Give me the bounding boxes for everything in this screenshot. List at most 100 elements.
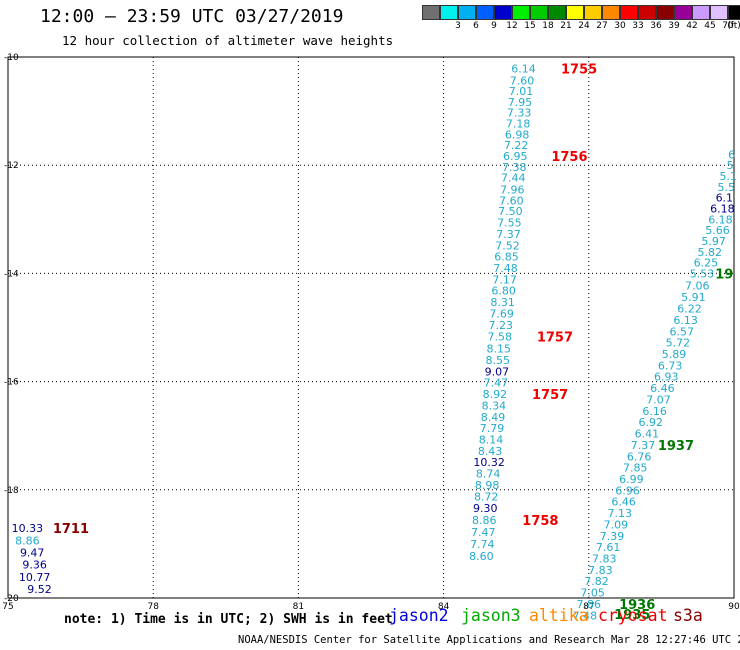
tick-label-lat: -20 [4, 594, 19, 604]
legend-label: 24 [578, 21, 590, 31]
swh-value: 7.60 [510, 74, 535, 87]
legend-label: 15 [524, 21, 536, 31]
mission-name-jason2: jason2 [389, 606, 449, 625]
swh-value: 7.61 [596, 541, 621, 554]
swh-value: 7.22 [504, 139, 529, 152]
swh-value: 7.07 [646, 393, 671, 406]
swh-value: 7.37 [496, 228, 521, 241]
swh-value: 7.96 [500, 184, 525, 197]
legend-swatch [530, 5, 548, 20]
swh-value: 6.25 [694, 257, 719, 270]
swh-value: 5.53 [690, 267, 715, 280]
legend-swatch [494, 5, 512, 20]
swh-value: 7.38 [502, 161, 527, 174]
swh-value: 6.98 [505, 128, 530, 141]
tick-label-lat: -18 [4, 486, 19, 496]
legend-swatch [440, 5, 458, 20]
swh-value: 8.14 [479, 433, 504, 446]
swh-value: 5.72 [666, 337, 691, 350]
swh-value: 7.33 [507, 107, 532, 120]
swh-value: 5 [727, 159, 734, 172]
swh-value-labels: 10.338.869.479.3610.779.526.147.607.017.… [12, 62, 737, 622]
legend-label: 27 [596, 21, 608, 31]
swh-value: 7.74 [470, 538, 495, 551]
pass-time-label: 1757 [532, 388, 568, 403]
tick-label-lon: 75 [2, 602, 13, 612]
axis-tick-labels: 75 78 81 84 87 90 -10 -12 -14 -16 -18 -20 [2, 53, 740, 612]
legend-label: 36 [650, 21, 662, 31]
color-legend-bar [422, 5, 740, 20]
legend-swatch [692, 5, 710, 20]
pass-time-label: 19 [715, 267, 733, 282]
swh-value: 8.43 [478, 445, 503, 458]
legend-label: 6 [473, 21, 479, 31]
swh-value: 6.18 [708, 213, 733, 226]
swh-value: 6.46 [650, 382, 675, 395]
swh-value: 7.44 [501, 172, 526, 185]
swh-value: 7.79 [480, 422, 505, 435]
swh-value: 6.14 [511, 62, 536, 75]
swh-value: 8.60 [469, 550, 494, 563]
page-subtitle: 12 hour collection of altimeter wave hei… [62, 33, 394, 48]
pass-time-label: 1936 [619, 598, 655, 613]
swh-value: 8.86 [15, 535, 40, 548]
swh-value: 7.52 [495, 239, 520, 252]
swh-value: 9.47 [20, 547, 45, 560]
swh-value: 8.55 [486, 354, 511, 367]
swh-value: 5.66 [705, 224, 730, 237]
swh-value: 7.47 [484, 377, 509, 390]
tick-label-lon: 87 [583, 602, 594, 612]
swh-value: 6 [728, 148, 735, 161]
swh-value: 6.96 [615, 484, 640, 497]
page-title: 12:00 – 23:59 UTC 03/27/2019 [40, 6, 344, 27]
legend-unit: (ft) [727, 21, 740, 31]
legend-swatch [656, 5, 674, 20]
legend-label: 39 [668, 21, 680, 31]
legend-swatch [422, 5, 440, 20]
swh-value: 8.92 [483, 388, 508, 401]
swh-value: 6.22 [677, 303, 702, 316]
swh-value: 6.46 [611, 496, 636, 509]
swh-value: 7.48 [573, 609, 598, 622]
swh-value: 6.57 [669, 325, 694, 338]
swh-value: 7.82 [584, 575, 609, 588]
swh-value: 9.36 [22, 558, 47, 571]
legend-label: 42 [686, 21, 698, 31]
legend-label: 3 [455, 21, 461, 31]
pass-time-label: 1935 [614, 608, 650, 623]
tick-label-lon: 84 [438, 602, 450, 612]
legend-swatch [728, 5, 740, 20]
swh-value: 10.77 [19, 571, 51, 584]
swh-value: 6.76 [627, 450, 652, 463]
swh-value: 8.49 [481, 411, 506, 424]
swh-value: 6.41 [635, 428, 660, 441]
legend-swatch [566, 5, 584, 20]
mission-name-altika: altika [529, 606, 589, 625]
tick-label-lat: -14 [4, 269, 19, 279]
swh-value: 7.37 [631, 439, 656, 452]
tick-label-lat: -16 [4, 378, 19, 388]
tick-label-lon: 78 [147, 602, 159, 612]
swh-value: 7.01 [509, 85, 534, 98]
swh-value: 6.13 [673, 314, 698, 327]
legend-swatch [620, 5, 638, 20]
grid-lines [8, 57, 734, 598]
swh-value: 7.06 [685, 279, 710, 292]
swh-value: 10.33 [12, 522, 44, 535]
swh-value: 7.18 [506, 118, 531, 131]
mission-name-s3a: s3a [673, 606, 703, 625]
swh-value: 6.73 [658, 359, 683, 372]
swh-value: 5.89 [662, 348, 687, 361]
swh-value: 5.97 [701, 235, 726, 248]
swh-value: 6.99 [619, 473, 644, 486]
color-legend-labels: 3 6 9 12 15 18 21 24 27 30 33 36 39 42 45 70 (ft) [422, 21, 740, 33]
legend-swatch [476, 5, 494, 20]
legend-label: 21 [560, 21, 572, 31]
tick-label-lat: -10 [4, 53, 19, 63]
pass-time-label: 1757 [537, 331, 573, 346]
footer-note: note: 1) Time is in UTC; 2) SWH is in fe… [64, 612, 393, 627]
legend-label: 9 [491, 21, 497, 31]
swh-value: 6.80 [491, 285, 516, 298]
swh-value: 6.93 [654, 371, 679, 384]
